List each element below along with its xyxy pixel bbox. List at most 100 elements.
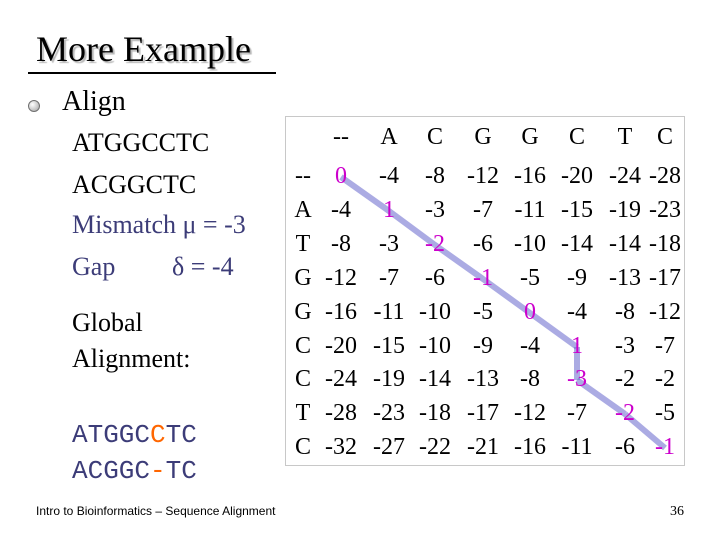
matrix-row-header: C xyxy=(294,333,312,359)
matrix-cell: -20 xyxy=(561,163,593,189)
matrix-col-header: C xyxy=(426,124,444,150)
matrix-cell: -16 xyxy=(325,299,357,325)
matrix-cell: -19 xyxy=(609,197,641,223)
gap-label: Gap xyxy=(72,252,116,281)
matrix-cell-traceback: -2 xyxy=(425,231,445,257)
matrix-cell-traceback: 0 xyxy=(524,299,536,325)
sequence-2: ACGGCTC xyxy=(72,170,197,199)
matrix-cell: -12 xyxy=(467,163,499,189)
matrix-row-header: -- xyxy=(295,163,311,189)
matrix-cell: -27 xyxy=(373,434,405,460)
global-heading-2: Alignment: xyxy=(72,344,191,373)
matrix-cell: -13 xyxy=(609,265,641,291)
matrix-cell: -3 xyxy=(425,197,445,223)
matrix-cell-traceback: 1 xyxy=(383,197,395,223)
matrix-cell: -4 xyxy=(567,299,587,325)
matrix-cell: -16 xyxy=(514,434,546,460)
matrix-col-header: G xyxy=(474,124,492,150)
footer-text: Intro to Bioinformatics – Sequence Align… xyxy=(36,504,276,518)
matrix-cell: -14 xyxy=(419,366,451,392)
matrix-cell: -8 xyxy=(520,366,540,392)
matrix-cell: -2 xyxy=(655,366,675,392)
matrix-cell: -28 xyxy=(325,400,357,426)
matrix-cell: -6 xyxy=(473,231,493,257)
matrix-cell: -18 xyxy=(419,400,451,426)
matrix-cell-traceback: 0 xyxy=(335,163,347,189)
matrix-cell: -10 xyxy=(419,333,451,359)
aligned-seq-2: ACGGC-TC xyxy=(72,456,197,486)
matrix-col-header: A xyxy=(380,124,398,150)
matrix-cell: -28 xyxy=(649,163,681,189)
traceback-segment xyxy=(623,411,667,451)
matrix-cell-traceback: -1 xyxy=(473,265,493,291)
title-underline xyxy=(28,72,276,74)
matrix-cell-traceback: -2 xyxy=(615,400,635,426)
traceback-segment xyxy=(339,174,391,214)
matrix-col-header: G xyxy=(521,124,539,150)
matrix-cell: -12 xyxy=(514,400,546,426)
page-number: 36 xyxy=(670,504,684,519)
bullet-align: Align xyxy=(62,86,126,117)
matrix-cell: -7 xyxy=(567,400,587,426)
matrix-cell: -4 xyxy=(379,163,399,189)
traceback-segment xyxy=(481,276,532,316)
matrix-cell: -4 xyxy=(331,197,351,223)
slide-title: More Example xyxy=(36,29,251,69)
matrix-cell: -10 xyxy=(514,231,546,257)
aligned-seq-2-gap: - xyxy=(150,456,166,486)
matrix-cell: -10 xyxy=(419,299,451,325)
matrix-cell: -21 xyxy=(467,434,499,460)
mismatch-score: Mismatch μ = -3 xyxy=(72,210,246,239)
matrix-cell: -12 xyxy=(325,265,357,291)
matrix-cell: -5 xyxy=(473,299,493,325)
matrix-cell: -19 xyxy=(373,366,405,392)
matrix-row-header: T xyxy=(295,400,311,426)
matrix-cell-traceback: 1 xyxy=(571,333,583,359)
matrix-col-header: -- xyxy=(333,124,349,150)
matrix-cell: -32 xyxy=(325,434,357,460)
matrix-cell: -9 xyxy=(473,333,493,359)
aligned-seq-1-part-a: ATGGC xyxy=(72,420,151,450)
gap-score: δ = -4 xyxy=(172,252,234,281)
matrix-cell: -17 xyxy=(467,400,499,426)
matrix-row-header: T xyxy=(295,231,311,257)
matrix-frame xyxy=(285,116,685,466)
matrix-cell: -23 xyxy=(373,400,405,426)
traceback-path xyxy=(339,174,667,451)
matrix-cell: -4 xyxy=(520,333,540,359)
matrix-row-header: C xyxy=(294,434,312,460)
matrix-cell: -22 xyxy=(419,434,451,460)
matrix-cell: -5 xyxy=(520,265,540,291)
matrix-cell: -3 xyxy=(615,333,635,359)
traceback-segment xyxy=(575,377,627,417)
traceback-segment xyxy=(574,347,580,380)
sequence-1: ATGGCCTC xyxy=(72,128,210,157)
matrix-cell: -24 xyxy=(609,163,641,189)
matrix-cell-traceback: -1 xyxy=(655,434,675,460)
matrix-cell: -5 xyxy=(655,400,675,426)
matrix-row-header: A xyxy=(294,197,312,223)
matrix-cell: -6 xyxy=(615,434,635,460)
matrix-cell: -13 xyxy=(467,366,499,392)
matrix-row-header: G xyxy=(294,265,312,291)
matrix-cell: -12 xyxy=(649,299,681,325)
matrix-cell: -15 xyxy=(561,197,593,223)
aligned-seq-1-part-c: TC xyxy=(165,420,197,450)
matrix-row-header: G xyxy=(294,299,312,325)
matrix-cell: -3 xyxy=(379,231,399,257)
bullet-icon xyxy=(28,100,40,112)
matrix-cell: -8 xyxy=(331,231,351,257)
matrix-cell: -8 xyxy=(615,299,635,325)
matrix-cell: -7 xyxy=(473,197,493,223)
matrix-cell: -11 xyxy=(561,434,593,460)
matrix-cell: -7 xyxy=(379,265,399,291)
matrix-cell-traceback: -3 xyxy=(567,366,587,392)
matrix-cell: -6 xyxy=(425,265,445,291)
matrix-cell: -2 xyxy=(615,366,635,392)
traceback-segment xyxy=(433,242,485,282)
matrix-cell: -18 xyxy=(649,231,681,257)
aligned-seq-2-part-a: ACGGC xyxy=(72,456,151,486)
global-heading-1: Global xyxy=(72,308,143,337)
matrix-cell: -14 xyxy=(609,231,641,257)
matrix-cell: -20 xyxy=(325,333,357,359)
